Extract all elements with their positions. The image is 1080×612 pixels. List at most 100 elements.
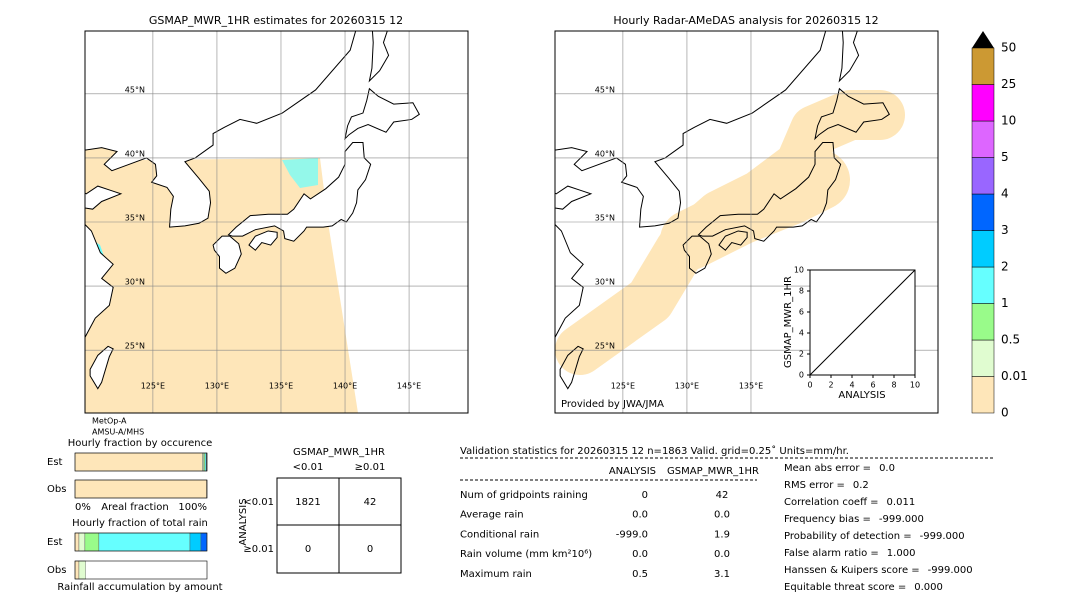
score-label: Frequency bias = <box>784 514 871 525</box>
coastline <box>814 87 890 141</box>
y-tick-label: 6 <box>799 308 804 317</box>
coastline <box>838 31 860 83</box>
stat-value: 0.5 <box>632 569 648 580</box>
lat-label: 30°N <box>595 278 615 287</box>
x-tick-label: 0% <box>75 502 91 513</box>
row-title: ANALYSIS <box>238 498 249 545</box>
score-label: Correlation coeff = <box>784 497 879 508</box>
map-frame <box>554 30 939 414</box>
score-label: False alarm ratio = <box>784 548 879 559</box>
lon-label: 125°E <box>611 382 635 391</box>
colorbar-label: 0.01 <box>1001 369 1028 383</box>
score-value: 0.2 <box>853 480 869 491</box>
colorbar-label: 4 <box>1001 187 1009 201</box>
y-tick-label: 8 <box>799 287 804 296</box>
x-tick-label: 0 <box>807 381 812 390</box>
stat-value: 3.1 <box>714 569 730 580</box>
stat-label: Conditional rain <box>460 529 539 540</box>
coastline <box>555 185 593 210</box>
coastline <box>559 345 584 390</box>
colorbar-label: 50 <box>1001 41 1016 55</box>
colorbar-label: 2 <box>1001 260 1009 274</box>
y-tick-label: 0 <box>799 371 804 380</box>
score-value: -999.000 <box>920 531 965 542</box>
stat-label: Average rain <box>460 510 524 521</box>
colorbar-bin <box>971 266 995 304</box>
row-label: Est <box>47 537 63 548</box>
table-title: GSMAP_MWR_1HR <box>293 447 385 458</box>
x-tick-label: 100% <box>178 502 207 513</box>
col-label: ≥0.01 <box>355 462 386 473</box>
colorbar-label: 0 <box>1001 406 1009 420</box>
bar-segment <box>74 560 80 580</box>
col-label: ANALYSIS <box>609 466 656 477</box>
colorbar-bin <box>971 376 995 414</box>
col-label: GSMAP_MWR_1HR <box>667 466 759 477</box>
lat-label: 45°N <box>125 85 145 94</box>
rain-area <box>660 150 850 270</box>
lat-label: 35°N <box>125 214 145 223</box>
chart-title: Hourly fraction of total rain <box>72 518 208 529</box>
stat-value: 0.0 <box>714 510 730 521</box>
right-map-area <box>555 31 938 413</box>
score-value: -999.000 <box>879 514 924 525</box>
colorbar-bin <box>971 120 995 158</box>
lat-label: 40°N <box>125 149 145 158</box>
row-label: Obs <box>47 565 66 576</box>
map-title: GSMAP_MWR_1HR estimates for 20260315 12 <box>149 14 403 27</box>
lon-label: 130°E <box>205 382 229 391</box>
lon-label: 125°E <box>141 382 165 391</box>
cell: 1821 <box>295 497 320 508</box>
score-label: Equitable threat score = <box>784 582 906 593</box>
stat-label: Rain volume (mm km²10⁶) <box>460 549 592 560</box>
bar-segment <box>78 532 86 552</box>
colorbar-bin <box>971 303 995 341</box>
diagonal <box>809 269 916 376</box>
colorbar-bin <box>971 230 995 268</box>
lon-label: 130°E <box>675 382 699 391</box>
score-label: Hanssen & Kuipers score = <box>784 565 920 576</box>
bar-frame <box>74 532 208 552</box>
left-map-area <box>85 31 468 413</box>
row-label: <0.01 <box>243 497 274 508</box>
colorbar-extend <box>972 31 994 48</box>
rain-area <box>282 158 318 188</box>
coastline <box>85 185 123 210</box>
colorbar-label: 0.5 <box>1001 333 1020 347</box>
map-frame <box>84 30 469 414</box>
coastline <box>555 31 827 228</box>
row-label: Obs <box>47 484 66 495</box>
footer: Rainfall accumulation by amount <box>57 582 222 593</box>
cell: 0 <box>367 544 373 555</box>
stat-value: 0.0 <box>632 549 648 560</box>
y-tick-label: 2 <box>799 350 804 359</box>
stat-value: 1.9 <box>714 529 730 540</box>
lat-label: 25°N <box>125 342 145 351</box>
stat-value: 0 <box>642 490 648 501</box>
score-label: Mean abs error = <box>784 463 871 474</box>
stats-header: Validation statistics for 20260315 12 n=… <box>460 445 849 457</box>
bar-frame <box>74 479 208 499</box>
bar-segment <box>200 532 208 552</box>
map-title: Hourly Radar-AMeDAS analysis for 2026031… <box>613 14 878 27</box>
colorbar-bin <box>971 193 995 231</box>
stat-label: Num of gridpoints raining <box>460 490 588 501</box>
stat-value: 0.0 <box>714 549 730 560</box>
coastline <box>555 223 584 339</box>
coastline <box>697 142 842 242</box>
score-value: 0.000 <box>914 582 943 593</box>
score-label: Probability of detection = <box>784 531 912 542</box>
y-label: GSMAP_MWR_1HR <box>783 276 794 368</box>
stat-value: 0.0 <box>632 510 648 521</box>
coastline <box>227 142 372 242</box>
x-label: Areal fraction <box>101 502 168 513</box>
coastline <box>368 31 390 83</box>
sensor: MetOp-A <box>92 417 127 426</box>
y-tick-label: 10 <box>794 266 804 275</box>
x-label: ANALYSIS <box>838 390 885 401</box>
stat-label: Maximum rain <box>460 569 532 580</box>
lat-label: 40°N <box>595 149 615 158</box>
score-value: -999.000 <box>928 565 973 576</box>
x-tick-label: 4 <box>849 381 854 390</box>
score-value: 1.000 <box>887 548 916 559</box>
